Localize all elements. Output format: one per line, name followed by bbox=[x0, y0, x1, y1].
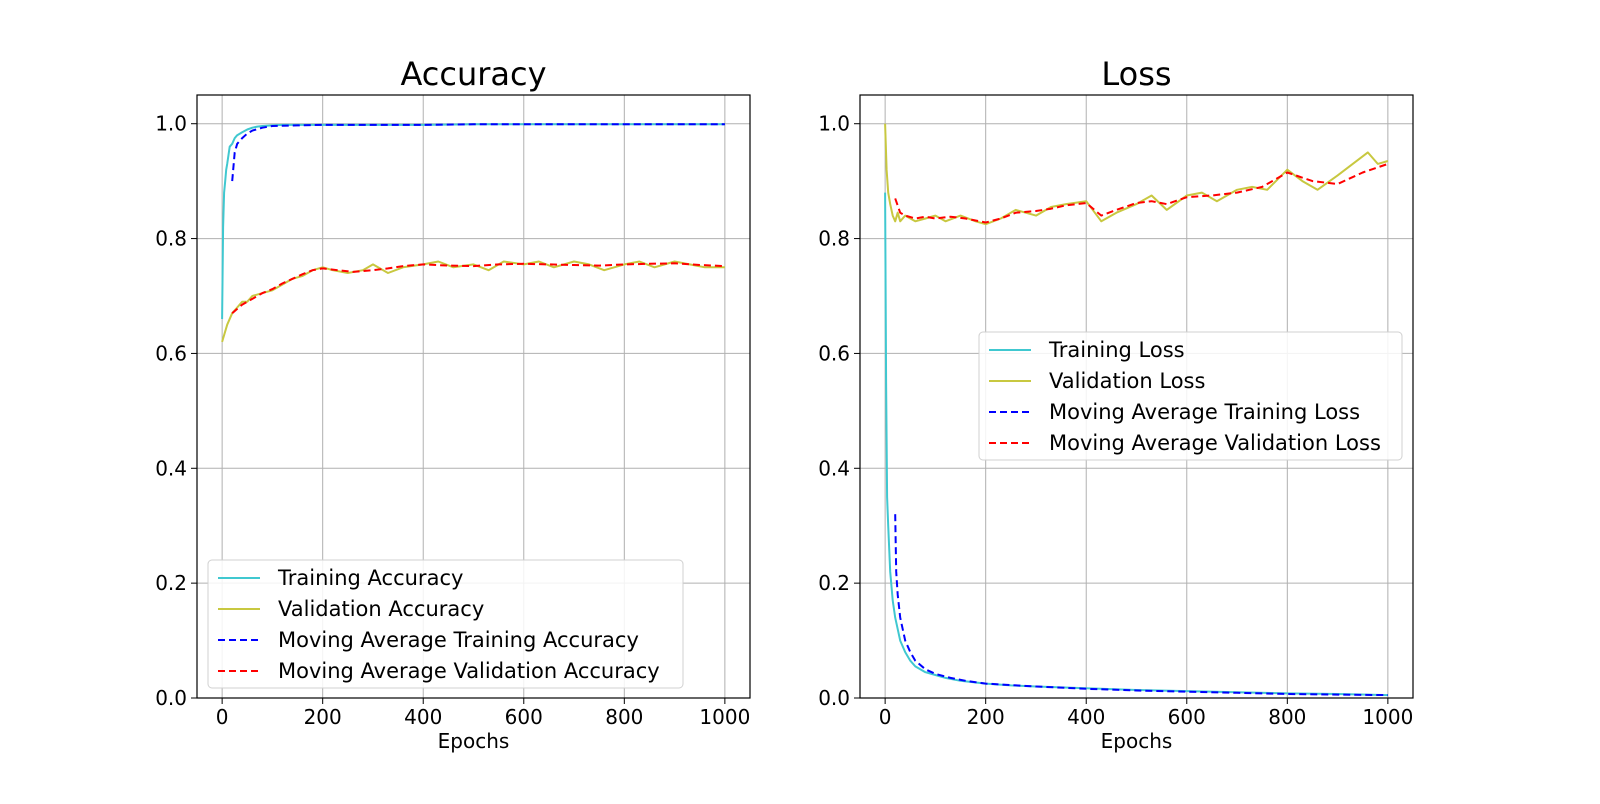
x-tick-label: 600 bbox=[505, 705, 543, 729]
x-tick-label: 1000 bbox=[1362, 705, 1413, 729]
y-tick-label: 0.0 bbox=[818, 686, 850, 710]
series-line-moving-average-validation-accuracy bbox=[231, 262, 725, 314]
axes-frame bbox=[859, 94, 1414, 699]
y-tick-label: 0.8 bbox=[818, 227, 850, 251]
legend-label-validation-loss: Validation Loss bbox=[1049, 369, 1205, 393]
legend-label-moving-average-validation-loss: Moving Average Validation Loss bbox=[1049, 431, 1381, 455]
series-line-training-accuracy bbox=[221, 123, 725, 320]
x-axis-label: Epochs bbox=[1101, 729, 1173, 753]
y-tick-label: 0.6 bbox=[818, 341, 850, 365]
legend: Training Loss Validation Loss Moving Avera… bbox=[978, 331, 1403, 461]
x-tick-label: 600 bbox=[1168, 705, 1206, 729]
y-tick-label: 0.2 bbox=[818, 571, 850, 595]
y-tick-label: 0.6 bbox=[155, 341, 187, 365]
series-line-moving-average-validation-loss bbox=[894, 162, 1389, 224]
chart-title: Accuracy bbox=[400, 55, 546, 93]
axes-frame bbox=[196, 94, 751, 699]
x-tick-label: 800 bbox=[605, 705, 643, 729]
legend: Training Accuracy Validation Accuracy Movi… bbox=[207, 559, 684, 689]
y-tick-label: 1.0 bbox=[155, 112, 187, 136]
series-line-moving-average-training-loss bbox=[894, 514, 1388, 697]
chart-title: Loss bbox=[1101, 55, 1171, 93]
legend-label-moving-average-validation-accuracy: Moving Average Validation Accuracy bbox=[278, 659, 660, 683]
x-tick-label: 200 bbox=[967, 705, 1005, 729]
y-tick-label: 0.4 bbox=[818, 456, 850, 480]
x-tick-label: 200 bbox=[304, 705, 342, 729]
y-tick-label: 0.4 bbox=[155, 456, 187, 480]
chart-panel-accuracy: 0 200 400 600 800 1000 0.0 0.2 0.4 0.6 0.8 1.0 Accur… bbox=[155, 55, 751, 753]
y-tick-label: 0.0 bbox=[155, 686, 187, 710]
series-line-validation-loss bbox=[884, 123, 1389, 226]
legend-label-validation-accuracy: Validation Accuracy bbox=[278, 597, 484, 621]
chart-panel-loss: 0 200 400 600 800 1000 0.0 0.2 0.4 0.6 0.8 1.0 Loss E… bbox=[818, 55, 1414, 753]
y-tick-label: 1.0 bbox=[818, 112, 850, 136]
legend-box bbox=[978, 331, 1403, 461]
series-line-validation-accuracy bbox=[221, 260, 725, 343]
series-line-moving-average-training-accuracy bbox=[231, 123, 725, 182]
x-tick-label: 800 bbox=[1268, 705, 1306, 729]
series-group bbox=[221, 123, 725, 343]
x-tick-label: 1000 bbox=[699, 705, 750, 729]
x-tick-label: 0 bbox=[216, 705, 229, 729]
y-tick-label: 0.8 bbox=[155, 227, 187, 251]
series-group bbox=[884, 123, 1389, 697]
x-axis-label: Epochs bbox=[438, 729, 510, 753]
legend-label-moving-average-training-accuracy: Moving Average Training Accuracy bbox=[278, 628, 639, 652]
x-tick-label: 400 bbox=[1067, 705, 1105, 729]
x-tick-label: 400 bbox=[404, 705, 442, 729]
legend-label-moving-average-training-loss: Moving Average Training Loss bbox=[1049, 400, 1360, 424]
x-tick-label: 0 bbox=[879, 705, 892, 729]
legend-box bbox=[207, 559, 684, 689]
legend-label-training-accuracy: Training Accuracy bbox=[277, 566, 463, 590]
legend-label-training-loss: Training Loss bbox=[1048, 338, 1185, 362]
y-tick-label: 0.2 bbox=[155, 571, 187, 595]
